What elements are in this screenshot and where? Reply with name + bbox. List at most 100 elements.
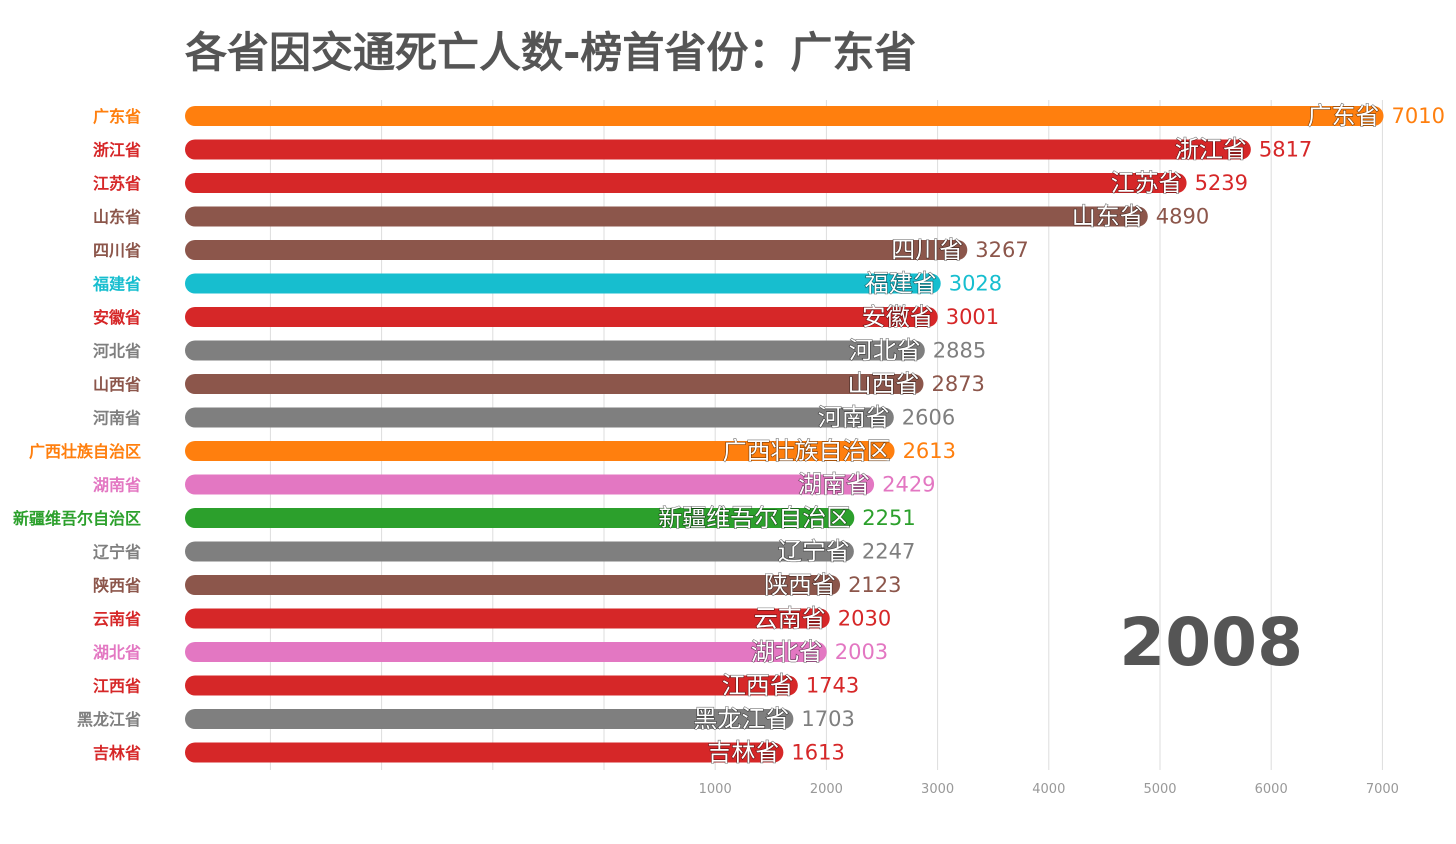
bar (185, 173, 1187, 193)
bar (185, 508, 855, 528)
bar-row: 山西省 山西省 2873 (93, 369, 985, 398)
bar (185, 642, 827, 662)
bar (185, 441, 895, 461)
x-tick-label: 3000 (921, 782, 954, 797)
value-label: 1613 (791, 741, 844, 765)
value-label: 5817 (1259, 138, 1312, 162)
bar-row: 河南省 河南省 2606 (93, 403, 955, 432)
value-label: 1743 (806, 674, 859, 698)
row-label: 湖南省 (93, 476, 141, 495)
bar (185, 206, 1148, 227)
bar (185, 608, 830, 629)
row-label: 辽宁省 (93, 543, 141, 562)
bar-row: 安徽省 安徽省 3001 (93, 302, 999, 331)
bar-row: 陕西省 陕西省 2123 (93, 570, 902, 599)
row-label: 福建省 (92, 275, 141, 294)
row-label: 山西省 (93, 375, 141, 394)
bar-row: 湖南省 湖南省 2429 (93, 470, 936, 499)
bar-label: 河北省 (849, 337, 921, 365)
bar (185, 106, 1384, 126)
bar-row: 新疆维吾尔自治区 新疆维吾尔自治区 2251 (13, 503, 916, 532)
value-label: 2873 (931, 372, 984, 396)
x-tick-label: 1000 (699, 782, 732, 797)
bar (185, 575, 841, 595)
value-label: 2030 (838, 607, 891, 631)
bar-label: 广东省 (1308, 102, 1380, 130)
value-label: 3001 (946, 305, 999, 329)
bar-label: 江苏省 (1111, 169, 1183, 197)
bar (185, 139, 1251, 160)
bar-row: 江苏省 江苏省 5239 (93, 168, 1248, 197)
row-label: 吉林省 (93, 744, 141, 763)
bar-label: 福建省 (865, 270, 937, 298)
bar (185, 675, 798, 696)
bar (185, 709, 794, 729)
row-label: 新疆维吾尔自治区 (13, 509, 141, 528)
bar (185, 307, 938, 327)
chart-title: 各省因交通死亡人数-榜首省份：广东省 (185, 28, 916, 77)
bar-row: 云南省 云南省 2030 (93, 604, 891, 633)
bar-label: 湖北省 (751, 638, 823, 666)
row-label: 黑龙江省 (77, 710, 141, 729)
row-label: 江西省 (93, 677, 141, 696)
bar-label: 山西省 (847, 370, 919, 398)
bar (185, 240, 968, 260)
x-tick-label: 6000 (1255, 782, 1288, 797)
bar-row: 辽宁省 辽宁省 2247 (93, 537, 915, 566)
value-label: 2247 (862, 540, 915, 564)
bar-label: 安徽省 (862, 303, 934, 331)
bar (185, 742, 784, 763)
year-label: 2008 (1119, 604, 1303, 681)
row-label: 浙江省 (93, 141, 141, 160)
bar (185, 374, 924, 394)
row-label: 安徽省 (93, 308, 141, 327)
bar-label: 陕西省 (764, 571, 836, 599)
bar-label: 湖南省 (798, 471, 870, 499)
row-label: 四川省 (93, 241, 141, 260)
bars: 广东省 广东省 7010 浙江省 浙江省 5817 江苏省 江苏省 5239 山东省 山东省 4890… (13, 101, 1445, 767)
value-label: 2251 (862, 506, 915, 530)
bar-label: 云南省 (754, 605, 826, 633)
bar-row: 黑龙江省 黑龙江省 1703 (77, 704, 855, 733)
bar-row: 江西省 江西省 1743 (93, 671, 859, 700)
bar (185, 474, 875, 495)
value-label: 2606 (902, 406, 955, 430)
bar-row: 浙江省 浙江省 5817 (93, 135, 1312, 164)
bar-row: 河北省 河北省 2885 (93, 336, 986, 365)
bar-label: 吉林省 (707, 739, 779, 767)
bar-label: 江西省 (722, 672, 794, 700)
x-axis-ticks: 1000 2000 3000 4000 5000 6000 7000 (699, 782, 1399, 797)
value-label: 4890 (1156, 205, 1209, 229)
value-label: 3267 (975, 238, 1028, 262)
value-label: 5239 (1195, 171, 1248, 195)
row-label: 河北省 (93, 342, 141, 361)
value-label: 2885 (933, 339, 986, 363)
bar-row: 福建省 福建省 3028 (92, 269, 1002, 298)
value-label: 2003 (835, 640, 888, 664)
x-tick-label: 4000 (1032, 782, 1065, 797)
row-label: 河南省 (93, 409, 141, 428)
value-label: 2123 (848, 573, 901, 597)
x-tick-label: 2000 (810, 782, 843, 797)
bar-label: 广西壮族自治区 (723, 437, 891, 465)
bar (185, 340, 925, 361)
row-label: 湖北省 (93, 643, 141, 662)
row-label: 广东省 (93, 107, 141, 126)
bar-row: 吉林省 吉林省 1613 (93, 738, 845, 767)
x-tick-label: 5000 (1143, 782, 1176, 797)
value-label: 2613 (903, 439, 956, 463)
bar-row: 广东省 广东省 7010 (93, 101, 1445, 130)
row-label: 云南省 (93, 610, 141, 629)
bar-label: 黑龙江省 (693, 705, 789, 733)
bar-label: 新疆维吾尔自治区 (658, 504, 850, 532)
row-label: 江苏省 (93, 174, 141, 193)
bar-label: 四川省 (891, 236, 963, 264)
value-label: 1703 (801, 707, 854, 731)
bar-row: 山东省 山东省 4890 (93, 202, 1209, 231)
value-label: 7010 (1392, 104, 1445, 128)
bar (185, 407, 894, 428)
value-label: 2429 (882, 473, 935, 497)
bar-label: 浙江省 (1175, 136, 1247, 164)
bar (185, 273, 941, 294)
